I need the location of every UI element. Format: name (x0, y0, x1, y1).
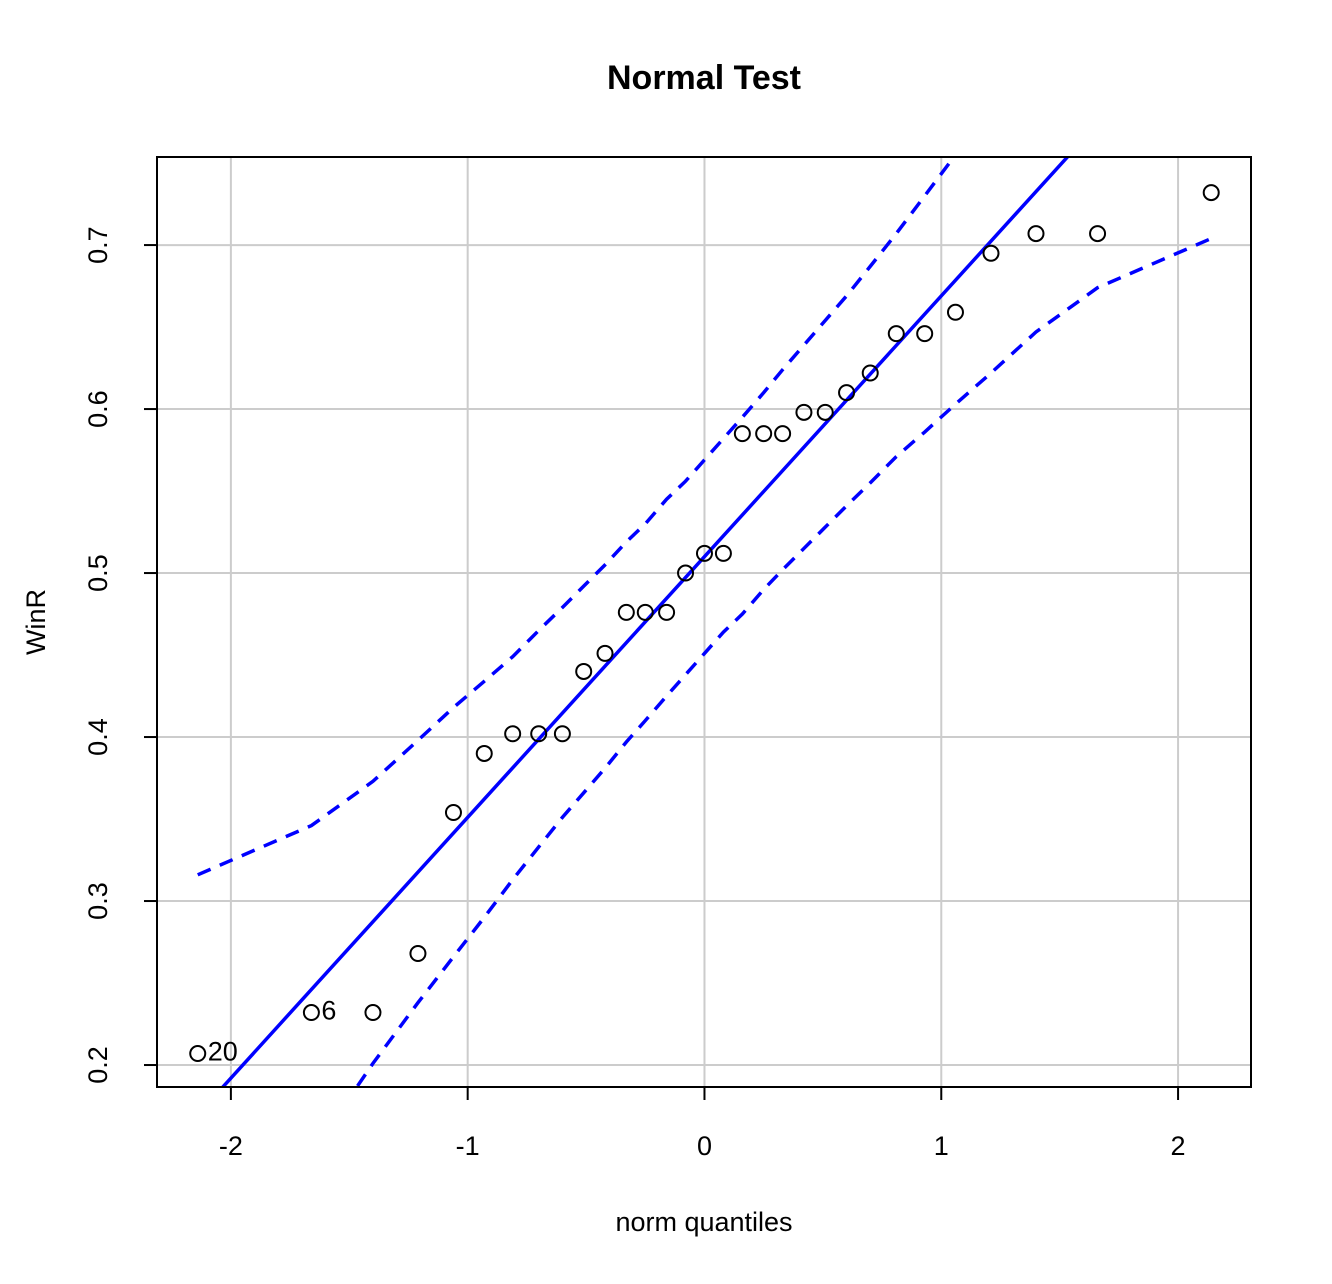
point (658, 603, 676, 621)
point (444, 803, 462, 821)
point (677, 564, 695, 582)
x-tick-label: -2 (219, 1131, 243, 1161)
y-tick-label: 0.4 (83, 718, 113, 756)
point (409, 945, 427, 963)
point (982, 244, 1000, 262)
point (189, 1045, 207, 1063)
point (617, 603, 635, 621)
point (816, 403, 834, 421)
point (475, 744, 493, 762)
point (302, 1004, 320, 1022)
point (774, 425, 792, 443)
point (596, 644, 614, 662)
point (1027, 225, 1045, 243)
chart-title: Normal Test (607, 59, 801, 97)
y-tick-label: 0.2 (83, 1046, 113, 1084)
point (887, 325, 905, 343)
point-label: 20 (208, 1037, 238, 1067)
point (861, 364, 879, 382)
x-axis-label: norm quantiles (615, 1207, 792, 1237)
point-label: 6 (321, 996, 336, 1026)
y-tick-label: 0.5 (83, 554, 113, 592)
confidence-band-upper (197, 157, 957, 877)
point (946, 303, 964, 321)
point (755, 425, 773, 443)
point (916, 325, 934, 343)
y-axis-label: WinR (21, 589, 51, 655)
point (364, 1004, 382, 1022)
confidence-band-lower (354, 236, 1212, 1087)
x-tick-label: 1 (934, 1131, 949, 1161)
point (504, 725, 522, 743)
plot-area (197, 157, 1212, 1087)
point (636, 603, 654, 621)
point (1202, 184, 1220, 202)
plot-frame (156, 156, 1252, 1088)
point (530, 725, 548, 743)
point (733, 425, 751, 443)
fit-line (220, 157, 1070, 1087)
point (838, 384, 856, 402)
point (575, 662, 593, 680)
point (795, 403, 813, 421)
point (695, 544, 713, 562)
y-tick-label: 0.6 (83, 390, 113, 428)
point (1089, 225, 1107, 243)
point (714, 544, 732, 562)
y-tick-label: 0.7 (83, 226, 113, 264)
x-tick-label: -1 (456, 1131, 480, 1161)
x-tick-label: 0 (697, 1131, 712, 1161)
y-tick-label: 0.3 (83, 882, 113, 920)
x-tick-label: 2 (1171, 1131, 1186, 1161)
point (553, 725, 571, 743)
